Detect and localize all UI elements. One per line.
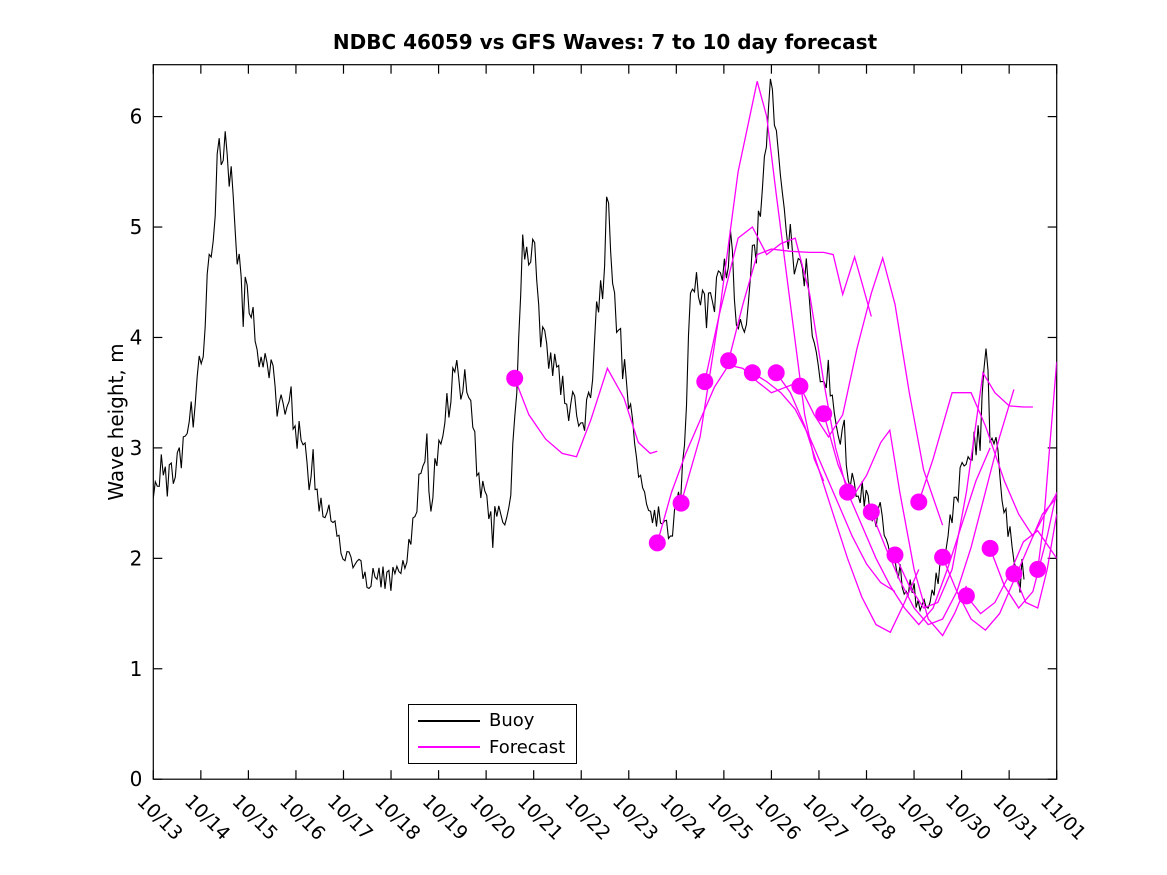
forecast-segment-line: [680, 81, 825, 504]
x-tick-label: 10/27: [798, 791, 852, 845]
y-tick-label: 2: [130, 546, 143, 570]
x-tick-label: 10/14: [180, 791, 234, 845]
x-tick-label: 10/26: [751, 791, 805, 845]
forecast-start-marker: [791, 377, 809, 395]
forecast-start-marker: [1029, 560, 1047, 578]
y-tick-label: 5: [130, 215, 143, 239]
x-tick-label: 10/28: [846, 791, 900, 845]
forecast-segment-line: [799, 255, 944, 526]
forecast-start-marker: [720, 352, 738, 370]
x-tick-label: 10/30: [941, 791, 995, 845]
x-tick-label: 10/31: [988, 791, 1042, 845]
buoy-series-line: [153, 78, 1025, 613]
forecast-segment-line: [894, 370, 1033, 609]
forecast-start-marker: [767, 364, 785, 382]
x-tick-label: 10/24: [656, 791, 710, 845]
axis-frame: [152, 64, 1058, 780]
forecast-start-marker: [886, 546, 904, 564]
x-tick-label: 10/15: [228, 791, 282, 845]
forecast-start-marker: [981, 539, 999, 557]
legend-entry-buoy: Buoy: [409, 710, 576, 731]
y-tick-label: 0: [130, 767, 143, 791]
x-tick-label: 10/17: [323, 791, 377, 845]
forecast-segment-line: [752, 372, 896, 593]
forecast-start-marker: [506, 369, 524, 387]
forecast-start-marker: [1005, 565, 1023, 583]
forecast-segment-line: [1013, 514, 1057, 609]
forecast-segment-line: [727, 248, 872, 361]
y-tick-label: 4: [130, 325, 143, 349]
forecast-segment-line: [846, 447, 991, 626]
legend-label-buoy: Buoy: [489, 710, 535, 732]
x-tick-label: 10/19: [418, 791, 472, 845]
y-tick-label: 1: [130, 657, 143, 681]
forecast-start-marker: [934, 548, 952, 566]
x-tick-label: 10/20: [465, 791, 519, 845]
x-tick-label: 10/22: [560, 791, 614, 845]
x-tick-label: 10/16: [275, 791, 329, 845]
x-tick-label: 10/23: [608, 791, 662, 845]
forecast-start-marker: [910, 493, 928, 511]
forecast-start-marker: [696, 373, 714, 391]
forecast-segment-line: [1037, 361, 1057, 570]
x-tick-label: 10/18: [370, 791, 424, 845]
forecast-segment-line: [775, 372, 920, 634]
forecast-segment-line: [656, 364, 801, 544]
y-tick-label: 3: [130, 436, 143, 460]
forecast-segment-line: [704, 226, 849, 493]
x-tick-label: 11/01: [1036, 791, 1090, 845]
chart-title: NDBC 46059 vs GFS Waves: 7 to 10 day for…: [332, 30, 878, 54]
forecast-start-marker: [839, 483, 856, 501]
x-tick-label: 10/25: [703, 791, 757, 845]
legend-entry-forecast: Forecast: [409, 737, 576, 758]
x-tick-label: 10/13: [133, 791, 187, 845]
forecast-start-marker: [648, 534, 666, 552]
forecast-start-marker: [815, 405, 833, 423]
forecast-start-marker: [672, 494, 690, 512]
legend-box: Buoy Forecast: [408, 704, 577, 764]
forecast-start-marker: [957, 587, 975, 605]
forecast-start-marker: [862, 503, 880, 521]
forecast-segment-line: [870, 389, 1015, 626]
legend-label-forecast: Forecast: [489, 736, 566, 758]
forecast-segment-line: [514, 366, 658, 458]
x-tick-label: 10/29: [893, 791, 947, 845]
forecast-segment-line: [918, 392, 1057, 538]
x-tick-label: 10/21: [513, 791, 567, 845]
forecast-start-marker: [743, 364, 761, 382]
y-tick-label: 6: [130, 105, 143, 129]
forecast-line-sample: [418, 746, 480, 749]
y-axis-label: Wave height, m: [104, 343, 128, 501]
buoy-line-sample: [418, 719, 480, 722]
forecast-segment-line: [989, 491, 1057, 610]
